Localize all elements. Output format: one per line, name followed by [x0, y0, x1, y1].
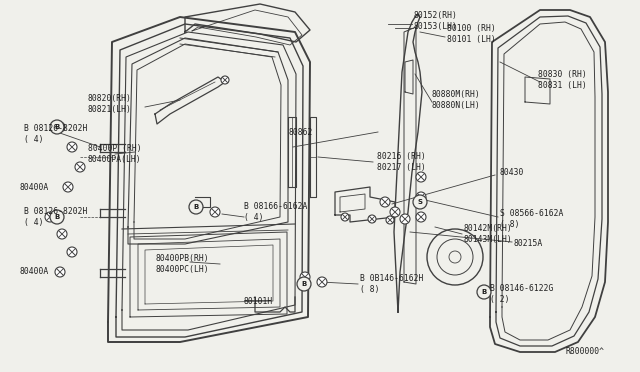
Circle shape [317, 277, 327, 287]
Text: 80152(RH)
80153(LH): 80152(RH) 80153(LH) [413, 11, 457, 31]
Text: 80430: 80430 [500, 167, 524, 176]
Circle shape [55, 267, 65, 277]
Circle shape [477, 285, 491, 299]
Circle shape [416, 172, 426, 182]
Text: R800000^: R800000^ [565, 347, 604, 356]
Text: 80142M(RH)
80143M(LH): 80142M(RH) 80143M(LH) [463, 224, 512, 244]
Text: 80400A: 80400A [20, 267, 49, 276]
Text: 80880M(RH)
80880N(LH): 80880M(RH) 80880N(LH) [432, 90, 481, 110]
Text: B: B [193, 204, 198, 210]
Circle shape [75, 162, 85, 172]
Circle shape [427, 229, 483, 285]
Circle shape [341, 213, 349, 221]
Circle shape [189, 200, 203, 214]
Text: B 08146-6122G
( 2): B 08146-6122G ( 2) [490, 284, 554, 304]
Text: 80100 (RH)
80101 (LH): 80100 (RH) 80101 (LH) [447, 24, 496, 44]
Circle shape [300, 272, 310, 282]
Circle shape [67, 247, 77, 257]
Circle shape [57, 229, 67, 239]
Text: B: B [301, 281, 307, 287]
Circle shape [400, 214, 410, 224]
Circle shape [368, 215, 376, 223]
Circle shape [50, 210, 64, 224]
Circle shape [210, 207, 220, 217]
Text: 80400P (RH)
80400PA(LH): 80400P (RH) 80400PA(LH) [88, 144, 141, 164]
Text: 80400PB(RH)
80400PC(LH): 80400PB(RH) 80400PC(LH) [155, 254, 209, 274]
Circle shape [390, 207, 400, 217]
Circle shape [63, 182, 73, 192]
Circle shape [413, 195, 427, 209]
Circle shape [386, 216, 394, 224]
Text: B 08126-8202H
( 4): B 08126-8202H ( 4) [24, 207, 88, 227]
Text: 80216 (RH)
80217 (LH): 80216 (RH) 80217 (LH) [377, 152, 426, 172]
Circle shape [67, 142, 77, 152]
Text: 80400A: 80400A [20, 183, 49, 192]
Circle shape [221, 76, 229, 84]
Circle shape [380, 197, 390, 207]
Text: B 08126-8202H
( 4): B 08126-8202H ( 4) [24, 124, 88, 144]
Text: 80215A: 80215A [513, 240, 542, 248]
Text: B: B [54, 124, 60, 130]
Text: B 08166-6162A
( 4): B 08166-6162A ( 4) [244, 202, 307, 222]
Text: S 08566-6162A
( 8): S 08566-6162A ( 8) [500, 209, 563, 229]
Circle shape [416, 212, 426, 222]
Text: S: S [417, 199, 422, 205]
Text: B 0B146-6162H
( 8): B 0B146-6162H ( 8) [360, 274, 424, 294]
Text: B: B [481, 289, 486, 295]
Circle shape [416, 192, 426, 202]
Circle shape [55, 122, 65, 132]
Text: 80101H: 80101H [244, 298, 273, 307]
Circle shape [45, 212, 55, 222]
Text: B: B [54, 214, 60, 220]
Text: 80830 (RH)
80831 (LH): 80830 (RH) 80831 (LH) [538, 70, 587, 90]
Text: 80862: 80862 [289, 128, 313, 137]
Circle shape [297, 277, 311, 291]
Circle shape [50, 120, 64, 134]
Text: 80820(RH)
80821(LH): 80820(RH) 80821(LH) [88, 94, 132, 114]
